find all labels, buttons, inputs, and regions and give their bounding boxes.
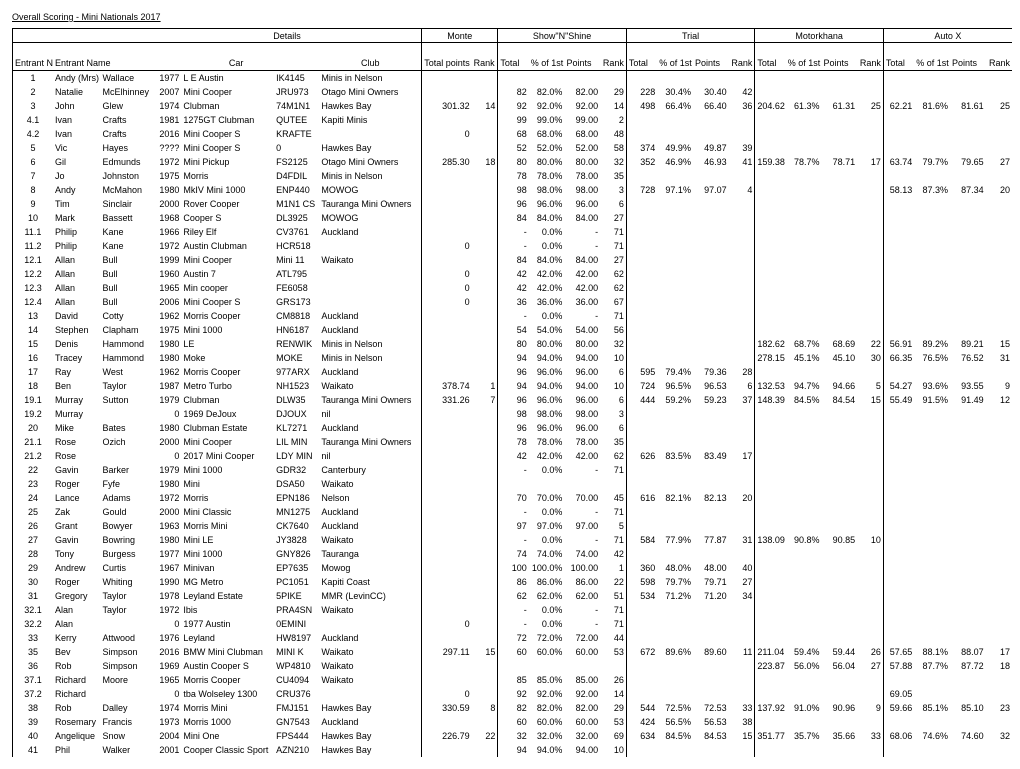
table-row: 11.2PhilipKane1972Austin ClubmanHCR5180-… bbox=[13, 239, 1013, 253]
table-row: 2NatalieMcElhinney2007Mini CooperJRU973O… bbox=[13, 85, 1013, 99]
table-row: 33KerryAttwood1976LeylandHW8197Auckland7… bbox=[13, 631, 1013, 645]
scoring-table: DetailsMonteShow"N"ShineTrialMotorkhanaA… bbox=[12, 28, 1012, 757]
table-row: 13DavidCotty1962Morris CooperCM8818Auckl… bbox=[13, 309, 1013, 323]
table-row: 27GavinBowring1980Mini LEJY3828Waikato-0… bbox=[13, 533, 1013, 547]
table-row: 23RogerFyfe1980MiniDSA50Waikato bbox=[13, 477, 1013, 491]
table-row: 12.4AllanBull2006Mini Cooper SGRS1730363… bbox=[13, 295, 1013, 309]
table-row: 8AndyMcMahon1980MkIV Mini 1000ENP440MOWO… bbox=[13, 183, 1013, 197]
table-row: 37.2Richard0tba Wolseley 1300CRU37609292… bbox=[13, 687, 1013, 701]
table-row: 4.1IvanCrafts19811275GT ClubmanQUTEEKapi… bbox=[13, 113, 1013, 127]
table-row: 16TraceyHammond1980MokeMOKEMinis in Nels… bbox=[13, 351, 1013, 365]
table-row: 19.2Murray01969 DeJouxDJOUXnil9898.0%98.… bbox=[13, 407, 1013, 421]
table-row: 1Andy (Mrs)Wallace1977L E AustinIK4145Mi… bbox=[13, 71, 1013, 85]
table-row: 19.1MurraySutton1979ClubmanDLW35Tauranga… bbox=[13, 393, 1013, 407]
table-row: 5VicHayes????Mini Cooper S0Hawkes Bay525… bbox=[13, 141, 1013, 155]
section-details: Details bbox=[153, 29, 422, 43]
table-row: 17RayWest1962Morris Cooper977ARXAuckland… bbox=[13, 365, 1013, 379]
table-row: 21.1RoseOzich2000Mini CooperLIL MINTaura… bbox=[13, 435, 1013, 449]
table-row: 41PhilWalker2001Cooper Classic SportAZN2… bbox=[13, 743, 1013, 757]
section-ax: Auto X bbox=[883, 29, 1012, 43]
table-row: 12.2AllanBull1960Austin 7ATL79504242.0%4… bbox=[13, 267, 1013, 281]
page-title: Overall Scoring - Mini Nationals 2017 bbox=[12, 12, 1008, 22]
table-row: 3JohnGlew1974Clubman74M1N1Hawkes Bay301.… bbox=[13, 99, 1013, 113]
table-row: 39RosemaryFrancis1973Morris 1000GN7543Au… bbox=[13, 715, 1013, 729]
table-row: 40AngeliqueSnow2004Mini OneFPS444Hawkes … bbox=[13, 729, 1013, 743]
table-row: 14StephenClapham1975Mini 1000HN6187Auckl… bbox=[13, 323, 1013, 337]
section-trial: Trial bbox=[626, 29, 755, 43]
table-row: 22GavinBarker1979Mini 1000GDR32Canterbur… bbox=[13, 463, 1013, 477]
table-row: 4.2IvanCrafts2016Mini Cooper SKRAFTE0686… bbox=[13, 127, 1013, 141]
table-row: 21.2Rose02017 Mini CooperLDY MINnil4242.… bbox=[13, 449, 1013, 463]
table-row: 31GregoryTaylor1978Leyland Estate5PIKEMM… bbox=[13, 589, 1013, 603]
table-row: 35BevSimpson2016BMW Mini ClubmanMINI KWa… bbox=[13, 645, 1013, 659]
table-row: 9TimSinclair2000Rover CooperM1N1 CSTaura… bbox=[13, 197, 1013, 211]
section-mk: Motorkhana bbox=[755, 29, 884, 43]
table-row: 36RobSimpson1969Austin Cooper SWP4810Wai… bbox=[13, 659, 1013, 673]
section-sns: Show"N"Shine bbox=[498, 29, 627, 43]
section-header-row: DetailsMonteShow"N"ShineTrialMotorkhanaA… bbox=[13, 29, 1013, 43]
table-row: 24LanceAdams1972MorrisEPN186Nelson7070.0… bbox=[13, 491, 1013, 505]
table-row: 32.2Alan01977 Austin0EMINI0-0.0%-71 bbox=[13, 617, 1013, 631]
table-row: 18BenTaylor1987Metro TurboNH1523Waikato3… bbox=[13, 379, 1013, 393]
section-monte: Monte bbox=[422, 29, 498, 43]
table-row: 37.1RichardMoore1965Morris CooperCU4094W… bbox=[13, 673, 1013, 687]
table-row: 6GilEdmunds1972Mini PickupFS2125Otago Mi… bbox=[13, 155, 1013, 169]
table-row: 32.1AlanTaylor1972IbisPRA4SNWaikato-0.0%… bbox=[13, 603, 1013, 617]
table-row: 20MikeBates1980Clubman EstateKL7271Auckl… bbox=[13, 421, 1013, 435]
table-row: 25ZakGould2000Mini ClassicMN1275Auckland… bbox=[13, 505, 1013, 519]
table-row: 30RogerWhiting1990MG MetroPC1051Kapiti C… bbox=[13, 575, 1013, 589]
table-row: 26GrantBowyer1963Morris MiniCK7640Auckla… bbox=[13, 519, 1013, 533]
column-header-row: Entrant NoEntrant NameCarClubTotal point… bbox=[13, 57, 1013, 71]
table-row: 38RobDalley1974Morris MiniFMJ151Hawkes B… bbox=[13, 701, 1013, 715]
table-row: 15DenisHammond1980LERENWIKMinis in Nelso… bbox=[13, 337, 1013, 351]
table-row: 28TonyBurgess1977Mini 1000GNY826Tauranga… bbox=[13, 547, 1013, 561]
table-row: 10MarkBassett1968Cooper SDL3925MOWOG8484… bbox=[13, 211, 1013, 225]
table-row: 11.1PhilipKane1966Riley ElfCV3761Aucklan… bbox=[13, 225, 1013, 239]
table-row: 7JoJohnston1975MorrisD4FDILMinis in Nels… bbox=[13, 169, 1013, 183]
table-row: 12.3AllanBull1965Min cooperFE605804242.0… bbox=[13, 281, 1013, 295]
table-row: 29AndrewCurtis1967MinivanEP7635Mowog1001… bbox=[13, 561, 1013, 575]
table-row: 12.1AllanBull1999Mini CooperMini 11Waika… bbox=[13, 253, 1013, 267]
